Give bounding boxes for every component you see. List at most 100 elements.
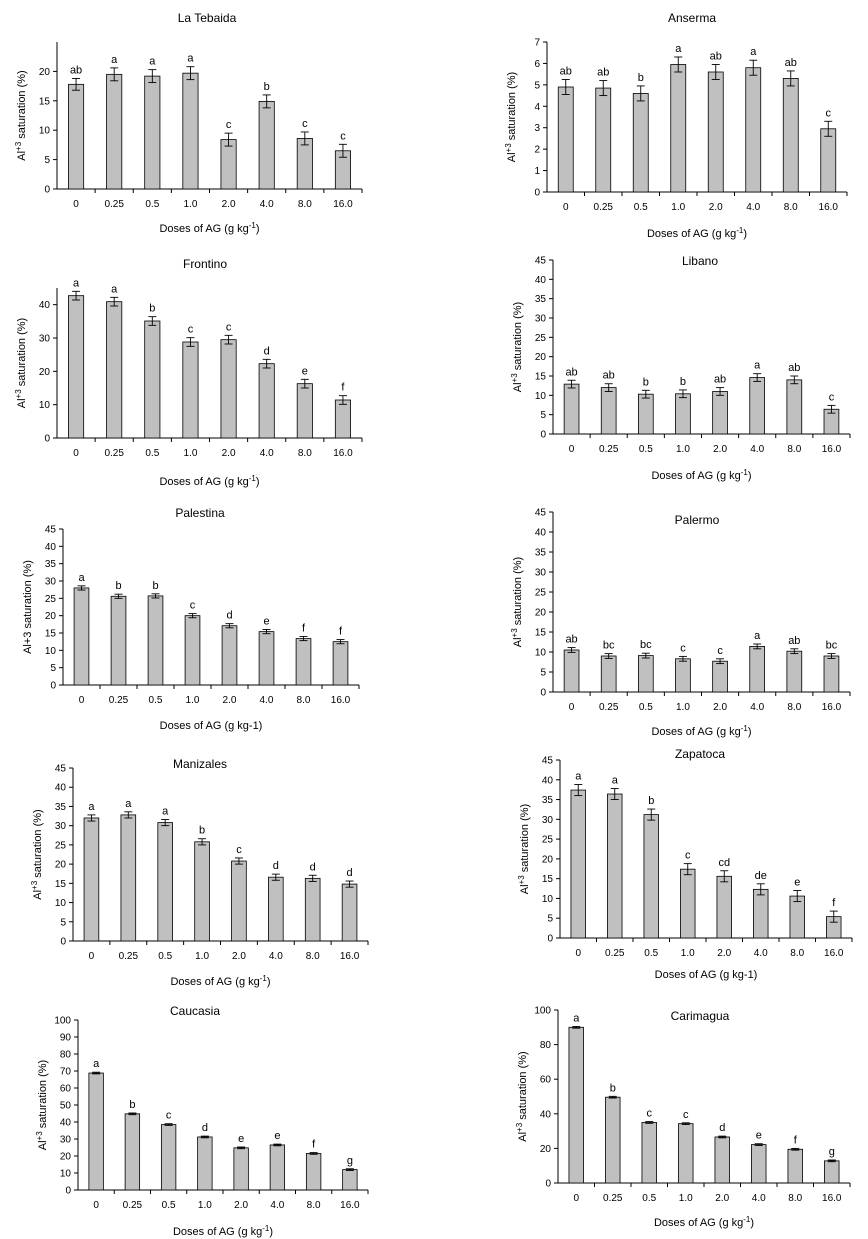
significance-letter: a [575,771,582,783]
y-tick-label: 45 [55,764,67,775]
chart-frontino: Frontino 0 10 20 30 40 a 0 a 0.25 b 0.5 c 1.0 c 2.0 d 4.0… [14,257,363,488]
x-tick-label: 16.0 [822,444,842,455]
y-tick-label: 40 [55,783,67,794]
y-tick-label: 10 [39,400,51,411]
x-tick-label: 0.25 [594,202,614,213]
x-tick-label: 0 [73,199,79,210]
y-tick-label: 45 [45,525,57,536]
significance-letter: e [794,877,800,889]
x-tick-label: 8.0 [784,202,798,213]
x-axis-label: Doses of AG (g kg-1) [159,474,259,488]
y-tick-label: 25 [55,840,67,851]
significance-letter: b [264,81,270,93]
bar-palestina-1 [110,595,127,686]
bar-frontino-7 [334,399,351,439]
bar-palestina-3 [184,615,201,686]
significance-letter: cd [718,857,730,869]
bar-zapatoca-3 [680,868,696,939]
bar-palermo-5 [749,646,766,693]
significance-letter: d [347,867,353,879]
x-axis-label: Doses of AG (g kg-1) [173,1224,273,1238]
y-tick-label: 5 [540,668,546,679]
bar-palestina-4 [221,625,238,686]
y-tick-label: 30 [55,821,67,832]
y-tick-label: 15 [55,879,67,890]
y-axis-label: Al+3 saturation (%) [510,557,524,647]
y-tick-label: 0 [44,185,50,196]
y-tick-label: 20 [39,67,51,78]
significance-letter: ab [788,635,800,647]
significance-letter: c [236,844,242,856]
y-tick-label: 0 [540,688,546,699]
y-axis-label: Al+3 saturation (%) [22,560,34,654]
significance-letter: f [302,622,306,634]
significance-letter: f [341,382,345,394]
bar-frontino-1 [106,301,123,439]
bar-caucasia-6 [305,1153,322,1191]
y-tick-label: 50 [60,1101,72,1112]
significance-letter: de [755,870,767,882]
x-tick-label: 2.0 [222,199,236,210]
chart-palestina: Palestina 0 5 10 15 20 25 30 35 40 45 a 0 b 0.25 b 0.5 c 1… [22,506,360,732]
significance-letter: f [832,897,836,909]
bar-libano-2 [637,393,654,435]
x-tick-label: 8.0 [787,702,801,713]
significance-letter: b [199,825,205,837]
chart-title: Caucasia [170,1004,220,1018]
bar-palermo-1 [600,655,617,693]
bar-anserma-2 [632,93,649,193]
y-tick-label: 35 [45,559,57,570]
x-tick-label: 1.0 [676,702,690,713]
x-tick-label: 4.0 [269,951,283,962]
x-tick-label: 8.0 [790,948,804,959]
bar-manizales-7 [341,883,358,942]
x-tick-label: 1.0 [186,695,200,706]
significance-letter: ab [565,634,577,646]
chart-title: Manizales [173,757,227,771]
significance-letter: c [226,119,232,131]
y-tick-label: 5 [44,155,50,166]
y-tick-label: 60 [60,1084,72,1095]
bar-la-tebaida-1 [106,73,123,190]
bar-manizales-3 [194,841,210,942]
significance-letter: b [643,376,649,388]
y-tick-label: 40 [45,542,57,553]
x-tick-label: 4.0 [270,1200,284,1211]
x-axis-label: Doses of AG (g kg-1) [159,221,259,235]
x-tick-label: 0.25 [119,951,139,962]
chart-title: Frontino [183,257,227,271]
significance-letter: a [149,56,156,68]
x-tick-label: 8.0 [298,199,312,210]
y-tick-label: 20 [39,367,51,378]
x-tick-label: 2.0 [222,448,236,459]
significance-letter: b [638,72,644,84]
significance-letter: ab [788,362,800,374]
x-tick-label: 8.0 [306,951,320,962]
significance-letter: d [273,860,279,872]
bar-zapatoca-6 [789,895,805,939]
significance-letter: b [648,795,654,807]
x-axis-label: Doses of AG (g kg-1) [654,1215,754,1229]
chart-title: Carimagua [671,1009,730,1023]
y-tick-label: 45 [535,508,547,519]
y-tick-label: 30 [535,314,547,325]
bar-carimagua-4 [714,1136,730,1184]
y-tick-label: 40 [39,300,51,311]
significance-letter: e [302,365,308,377]
x-tick-label: 4.0 [260,448,274,459]
x-tick-label: 2.0 [709,202,723,213]
y-tick-label: 60 [540,1075,552,1086]
significance-letter: c [717,645,723,657]
x-tick-label: 1.0 [195,951,209,962]
y-tick-label: 25 [45,594,57,605]
x-tick-label: 0 [569,702,575,713]
x-tick-label: 4.0 [260,695,274,706]
x-tick-label: 8.0 [788,1193,802,1204]
significance-letter: c [683,1109,689,1121]
x-tick-label: 16.0 [819,202,839,213]
bar-la-tebaida-6 [296,138,313,190]
significance-letter: c [685,850,691,862]
y-tick-label: 0 [60,937,66,948]
significance-letter: ab [603,370,615,382]
y-tick-label: 0 [534,188,540,199]
